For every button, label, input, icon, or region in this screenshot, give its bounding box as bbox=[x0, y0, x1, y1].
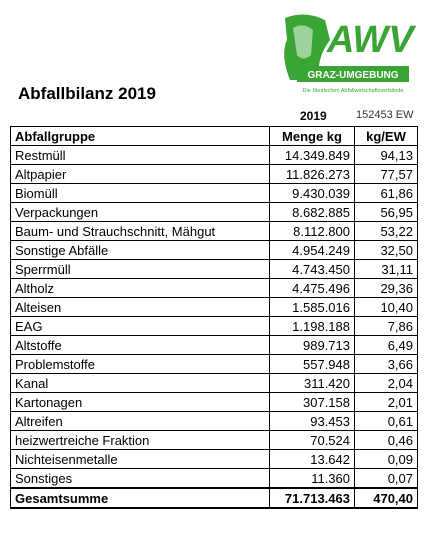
cell: Altreifen bbox=[10, 411, 270, 431]
row: Altstoffe 989.713 6,49 bbox=[10, 335, 418, 355]
cell: 0,07 bbox=[354, 468, 418, 489]
cell: Sonstige Abfälle bbox=[10, 240, 270, 260]
cell: 9.430.039 bbox=[269, 183, 355, 203]
cell: 470,40 bbox=[354, 487, 418, 509]
cell: 7,86 bbox=[354, 316, 418, 336]
row: Altholz 4.475.496 29,36 bbox=[10, 278, 418, 298]
cell: 14.349.849 bbox=[269, 145, 355, 165]
cell: Abfallgruppe bbox=[10, 126, 270, 146]
cell: 0,46 bbox=[354, 430, 418, 450]
cell: Altstoffe bbox=[10, 335, 270, 355]
header-row: Abfallgruppe Menge kg kg/EW bbox=[10, 126, 418, 146]
row: heizwertreiche Fraktion 70.524 0,46 bbox=[10, 430, 418, 450]
cell: 311.420 bbox=[269, 373, 355, 393]
cell: 1.198.188 bbox=[269, 316, 355, 336]
row: Restmüll 14.349.849 94,13 bbox=[10, 145, 418, 165]
cell: 32,50 bbox=[354, 240, 418, 260]
cell: 71.713.463 bbox=[269, 487, 355, 509]
cell: 11.826.273 bbox=[269, 164, 355, 184]
row: Verpackungen 8.682.885 56,95 bbox=[10, 202, 418, 222]
logo-tagline: Die Steirischen Abfallwirtschaftsverbänd… bbox=[303, 88, 404, 94]
cell: 557.948 bbox=[269, 354, 355, 374]
cell: Baum- und Strauchschnitt, Mähgut bbox=[10, 221, 270, 241]
row: Alteisen 1.585.016 10,40 bbox=[10, 297, 418, 317]
cell: Altpapier bbox=[10, 164, 270, 184]
cell: Alteisen bbox=[10, 297, 270, 317]
cell: Biomüll bbox=[10, 183, 270, 203]
cell: 4.954.249 bbox=[269, 240, 355, 260]
cell: Kanal bbox=[10, 373, 270, 393]
cell: 2,04 bbox=[354, 373, 418, 393]
cell: 70.524 bbox=[269, 430, 355, 450]
row: Sperrmüll 4.743.450 31,11 bbox=[10, 259, 418, 279]
inhabitants: 152453 EW bbox=[356, 109, 414, 121]
cell: Verpackungen bbox=[10, 202, 270, 222]
cell: 0,09 bbox=[354, 449, 418, 469]
cell: 53,22 bbox=[354, 221, 418, 241]
row: Sonstige Abfälle 4.954.249 32,50 bbox=[10, 240, 418, 260]
title: Abfallbilanz 2019 bbox=[18, 84, 156, 103]
year: 2019 bbox=[300, 109, 327, 123]
cell: Gesamtsumme bbox=[10, 487, 270, 509]
cell: 4.743.450 bbox=[269, 259, 355, 279]
row: Kanal 311.420 2,04 bbox=[10, 373, 418, 393]
cell: Problemstoffe bbox=[10, 354, 270, 374]
row: Problemstoffe 557.948 3,66 bbox=[10, 354, 418, 374]
cell: EAG bbox=[10, 316, 270, 336]
cell: Sperrmüll bbox=[10, 259, 270, 279]
cell: Restmüll bbox=[10, 145, 270, 165]
cell: 56,95 bbox=[354, 202, 418, 222]
cell: 3,66 bbox=[354, 354, 418, 374]
cell: 77,57 bbox=[354, 164, 418, 184]
cell: 61,86 bbox=[354, 183, 418, 203]
row: Baum- und Strauchschnitt, Mähgut 8.112.80… bbox=[10, 221, 418, 241]
cell: 13.642 bbox=[269, 449, 355, 469]
row: Altpapier 11.826.273 77,57 bbox=[10, 164, 418, 184]
logo-figure-detail bbox=[293, 25, 313, 59]
cell: 31,11 bbox=[354, 259, 418, 279]
cell: heizwertreiche Fraktion bbox=[10, 430, 270, 450]
cell: Nichteisenmetalle bbox=[10, 449, 270, 469]
cell: 11.360 bbox=[269, 468, 355, 489]
cell: Altholz bbox=[10, 278, 270, 298]
cell: 6,49 bbox=[354, 335, 418, 355]
cell: 8.682.885 bbox=[269, 202, 355, 222]
row: Kartonagen 307.158 2,01 bbox=[10, 392, 418, 412]
cell: 2,01 bbox=[354, 392, 418, 412]
logo-text: AWV bbox=[326, 19, 416, 61]
cell: Menge kg bbox=[269, 126, 355, 146]
cell: 307.158 bbox=[269, 392, 355, 412]
row: EAG 1.198.188 7,86 bbox=[10, 316, 418, 336]
cell: 4.475.496 bbox=[269, 278, 355, 298]
cell: Kartonagen bbox=[10, 392, 270, 412]
cell: Sonstiges bbox=[10, 468, 270, 489]
logo: AWV GRAZ-UMGEBUNG Die Steirischen Abfall… bbox=[284, 14, 416, 94]
row: Altreifen 93.453 0,61 bbox=[10, 411, 418, 431]
row: Biomüll 9.430.039 61,86 bbox=[10, 183, 418, 203]
cell: 93.453 bbox=[269, 411, 355, 431]
table: Abfallgruppe Menge kg kg/EW Restmüll 14.349.… bbox=[10, 126, 418, 509]
total-row: Gesamtsumme 71.713.463 470,40 bbox=[10, 487, 418, 509]
logo-banner bbox=[297, 66, 409, 82]
row: Nichteisenmetalle 13.642 0,09 bbox=[10, 449, 418, 469]
logo-banner-text: GRAZ-UMGEBUNG bbox=[307, 70, 398, 81]
cell: kg/EW bbox=[354, 126, 418, 146]
row: Sonstiges 11.360 0,07 bbox=[10, 468, 418, 489]
cell: 0,61 bbox=[354, 411, 418, 431]
cell: 10,40 bbox=[354, 297, 418, 317]
cell: 29,36 bbox=[354, 278, 418, 298]
cell: 94,13 bbox=[354, 145, 418, 165]
cell: 989.713 bbox=[269, 335, 355, 355]
cell: 8.112.800 bbox=[269, 221, 355, 241]
cell: 1.585.016 bbox=[269, 297, 355, 317]
